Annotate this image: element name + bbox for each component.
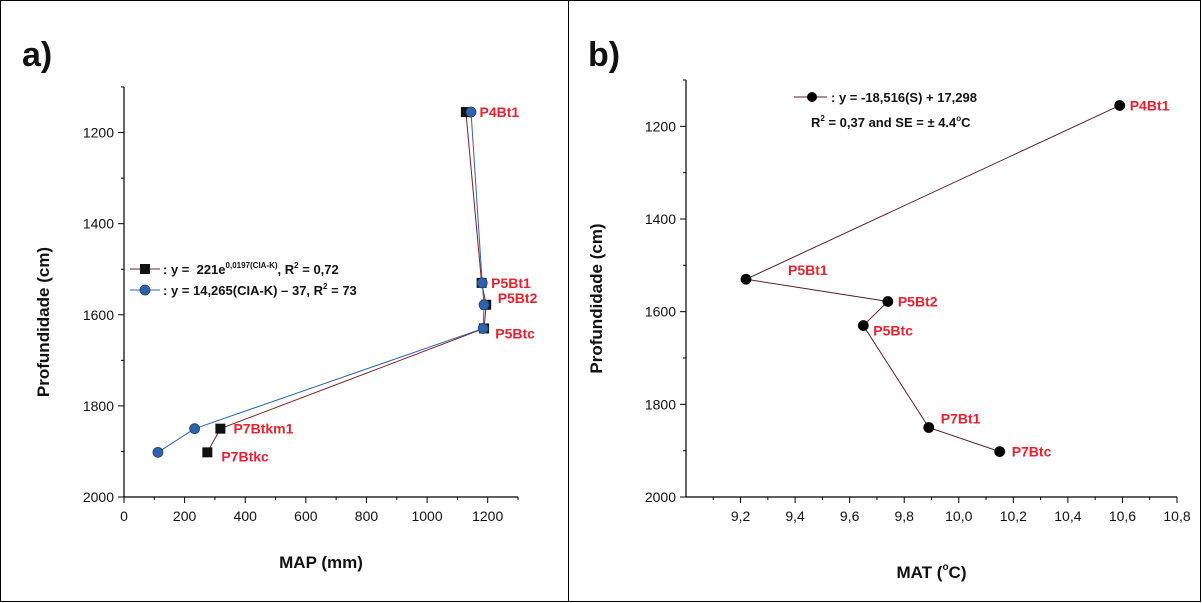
x-tick-label: 200 bbox=[173, 508, 197, 524]
legend-a: : y = 221e0,0197(CIA-K), R2 = 0,72 : y =… bbox=[130, 261, 357, 298]
point-label: P4Bt1 bbox=[1130, 97, 1170, 113]
x-tick-label: 9,2 bbox=[731, 508, 751, 524]
point-label: P5Bt2 bbox=[498, 290, 538, 306]
x-tick-label: 1000 bbox=[411, 508, 442, 524]
chart-b: 1200 1400 1600 1800 2000 9,2 9,4 9,6 9,8 10,0 10,2… bbox=[587, 79, 1191, 582]
x-tick-label: 9,4 bbox=[785, 508, 805, 524]
x-tick-label: 800 bbox=[355, 508, 379, 524]
x-tick-label: 600 bbox=[294, 508, 318, 524]
legend-a-square-marker bbox=[140, 264, 150, 274]
point-label: P7Btkc bbox=[221, 448, 269, 464]
x-axis-label: MAP (mm) bbox=[279, 553, 363, 572]
data-point-circle bbox=[923, 422, 935, 433]
legend-b: : y = -18,516(S) + 17,298 R2 = 0,37 and … bbox=[794, 90, 977, 130]
point-label: P7Bt1 bbox=[941, 411, 981, 427]
x-tick-label: 10,8 bbox=[1163, 508, 1190, 524]
point-label: P5Bt1 bbox=[788, 262, 828, 278]
legend-b-eq1: : y = -18,516(S) + 17,298 bbox=[831, 90, 977, 105]
x-tick-label: 10,6 bbox=[1109, 508, 1136, 524]
y-tick-label: 1400 bbox=[645, 211, 676, 227]
legend-a-eq2: : y = 14,265(CIA-K) – 37, R2 = 73 bbox=[163, 282, 357, 298]
x-tick-label: 10,4 bbox=[1054, 508, 1081, 524]
panel-a-letter: a) bbox=[22, 36, 53, 74]
data-point-square bbox=[202, 447, 213, 458]
point-label: P5Btc bbox=[873, 323, 913, 339]
point-label: P7Btkm1 bbox=[233, 421, 293, 437]
y-tick-label: 1200 bbox=[645, 118, 676, 134]
panel-divider bbox=[568, 0, 569, 602]
legend-a-circle-marker bbox=[139, 284, 151, 296]
y-tick-label: 2000 bbox=[645, 489, 676, 505]
data-point-circle bbox=[189, 423, 201, 435]
x-tick-label: 9,6 bbox=[840, 508, 860, 524]
x-tick-label: 10,2 bbox=[1000, 508, 1027, 524]
data-point-circle bbox=[857, 320, 869, 331]
data-point-circle bbox=[994, 446, 1006, 457]
point-label: P5Btc bbox=[495, 325, 535, 341]
y-tick-label: 1400 bbox=[83, 216, 114, 232]
data-point-square bbox=[215, 423, 226, 434]
y-tick-label: 1800 bbox=[645, 396, 676, 412]
y-tick-label: 1200 bbox=[83, 125, 114, 141]
y-tick-label: 1600 bbox=[645, 304, 676, 320]
data-point-circle bbox=[476, 277, 488, 289]
point-label: P5Bt1 bbox=[491, 275, 531, 291]
x-tick-label: 1200 bbox=[472, 508, 503, 524]
data-point-circle bbox=[477, 323, 489, 334]
data-point-circle bbox=[1114, 100, 1126, 111]
data-point-circle bbox=[152, 446, 164, 458]
legend-b-marker bbox=[807, 92, 817, 102]
point-label: P7Btc bbox=[1012, 444, 1052, 460]
x-tick-label: 400 bbox=[234, 508, 258, 524]
data-point-circle bbox=[740, 273, 752, 285]
series-line bbox=[157, 112, 485, 453]
y-axis-label: Profundidade (cm) bbox=[34, 247, 53, 397]
x-tick-label: 10,0 bbox=[945, 508, 972, 524]
x-tick-label: 0 bbox=[120, 508, 128, 524]
data-point-circle bbox=[478, 299, 490, 311]
point-label: P5Bt2 bbox=[898, 293, 938, 309]
y-tick-label: 1600 bbox=[83, 307, 114, 323]
panel-b-letter: b) bbox=[588, 36, 621, 74]
legend-b-eq2: R2 = 0,37 and SE = ± 4.4oC bbox=[811, 114, 971, 130]
y-axis-label: Profundidade (cm) bbox=[587, 223, 606, 373]
data-point-circle bbox=[465, 106, 477, 118]
point-label: P4Bt1 bbox=[480, 104, 520, 120]
y-tick-label: 1800 bbox=[83, 398, 114, 414]
chart-a: 1200 1400 1600 1800 2000 0 200 400 600 800 1000 120… bbox=[34, 86, 538, 572]
y-tick-label: 2000 bbox=[83, 489, 114, 505]
x-tick-label: 9,8 bbox=[894, 508, 914, 524]
x-axis-label: MAT (oC) bbox=[896, 562, 966, 582]
series-line bbox=[744, 105, 1120, 453]
legend-a-eq1: : y = 221e0,0197(CIA-K), R2 = 0,72 bbox=[163, 261, 339, 277]
data-point-circle bbox=[882, 296, 894, 307]
